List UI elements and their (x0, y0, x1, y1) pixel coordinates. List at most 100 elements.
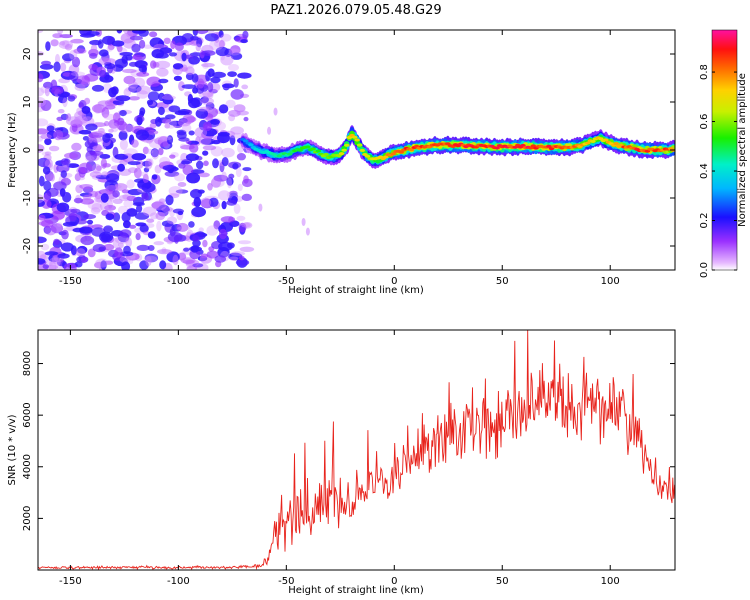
heatmap-cell (164, 118, 177, 129)
heatmap-cell (136, 244, 150, 251)
heatmap-cell (61, 229, 69, 240)
heatmap-cell (214, 255, 227, 263)
heatmap-cell (95, 258, 109, 268)
heatmap-cell (123, 199, 134, 208)
heatmap-cell (156, 220, 162, 232)
x-tick-label: 50 (496, 276, 509, 287)
heatmap-cell (200, 96, 209, 104)
colorbar-tick-label: 0.4 (699, 163, 710, 179)
heatmap-cell (185, 54, 194, 60)
heatmap-cell (89, 171, 102, 178)
heatmap-cell (116, 120, 128, 131)
heatmap-cell (390, 152, 397, 156)
heatmap-cell (78, 162, 93, 174)
heatmap-cell (152, 200, 167, 211)
snr-frame (37, 329, 676, 571)
heatmap-cell (69, 71, 79, 82)
heatmap-cell (155, 116, 162, 127)
heatmap-cell (40, 243, 50, 251)
heatmap-cell (206, 225, 219, 236)
snr-x-label: Height of straight line (km) (288, 585, 424, 596)
heatmap-cell (202, 121, 212, 132)
heatmap-cell (138, 30, 149, 37)
heatmap-cell (92, 146, 103, 151)
heatmap-cell (241, 84, 249, 90)
heatmap-cell (238, 240, 251, 245)
heatmap-cell (206, 250, 219, 259)
heatmap-cell (162, 164, 177, 171)
heatmap-cell (189, 249, 201, 260)
heatmap-cell (142, 173, 149, 184)
heatmap-cell (99, 69, 107, 78)
heatmap-cell (323, 152, 329, 156)
heatmap-cell (110, 122, 119, 133)
heatmap-cell (133, 167, 142, 179)
x-tick-label: -50 (278, 576, 294, 587)
heatmap-cell (169, 154, 176, 159)
heatmap-cell (202, 239, 208, 248)
heatmap-cell (38, 214, 46, 221)
heatmap-cell (46, 187, 59, 197)
heatmap-cell (156, 67, 169, 77)
heatmap-cell (70, 208, 81, 214)
heatmap-cell (97, 100, 112, 107)
heatmap-cell (221, 157, 229, 167)
y-tick-label: 20 (22, 48, 33, 61)
heatmap-cell (242, 30, 249, 39)
heatmap-cell (38, 118, 49, 127)
heatmap-cell (56, 116, 63, 121)
heatmap-cell (142, 206, 157, 217)
x-tick-label: -100 (167, 276, 190, 287)
heatmap-cell (146, 99, 154, 106)
heatmap-cell (115, 95, 131, 102)
heatmap-cell (136, 204, 143, 213)
heatmap-cell (126, 195, 137, 201)
colorbar-tick-label: 0.0 (699, 262, 710, 278)
colorbar-ticks: 0.0 0.2 0.4 0.6 0.8 (699, 64, 737, 278)
heatmap-cell (43, 81, 53, 89)
heatmap-cell (112, 237, 119, 249)
heatmap-cell (235, 259, 250, 266)
heatmap-cell (166, 135, 174, 145)
heatmap-cell (181, 33, 194, 43)
heatmap-cell (200, 97, 215, 105)
y-tick-label: -20 (22, 238, 33, 254)
heatmap-cell (218, 39, 225, 49)
heatmap-cell (212, 158, 219, 169)
heatmap-cell (78, 102, 84, 109)
heatmap-cell (194, 126, 208, 138)
heatmap-cell (546, 144, 552, 148)
heatmap-cell (49, 257, 61, 268)
heatmap-cell (80, 235, 95, 246)
heatmap-cell (42, 166, 51, 175)
heatmap-cell (195, 30, 209, 35)
heatmap-cell (177, 210, 184, 216)
heatmap-cell (100, 158, 107, 169)
heatmap-cell (98, 57, 111, 66)
heatmap-cell (165, 114, 176, 120)
heatmap-cell (56, 202, 70, 213)
heatmap-cell (198, 172, 210, 178)
heatmap-cell (202, 150, 209, 156)
heatmap-cell (151, 174, 158, 180)
heatmap-cell (38, 194, 44, 204)
heatmap-cell (207, 68, 215, 77)
heatmap-cell (78, 129, 92, 135)
heatmap-cell (154, 137, 164, 145)
heatmap-cell (91, 84, 105, 92)
heatmap-cell (92, 145, 106, 150)
heatmap-cell (204, 33, 219, 42)
heatmap-cell (186, 172, 201, 184)
heatmap-cell (121, 261, 131, 270)
heatmap-cell (38, 175, 45, 187)
spectrogram-x-label: Height of straight line (km) (288, 285, 424, 296)
heatmap-cell (71, 142, 82, 151)
heatmap-cell (232, 163, 239, 170)
x-tick-label: 50 (496, 576, 509, 587)
heatmap-cell (210, 76, 221, 84)
heatmap-cell (220, 54, 234, 66)
heatmap-cell (162, 118, 171, 124)
x-tick-label: -150 (59, 576, 82, 587)
heatmap-cell (56, 164, 70, 173)
